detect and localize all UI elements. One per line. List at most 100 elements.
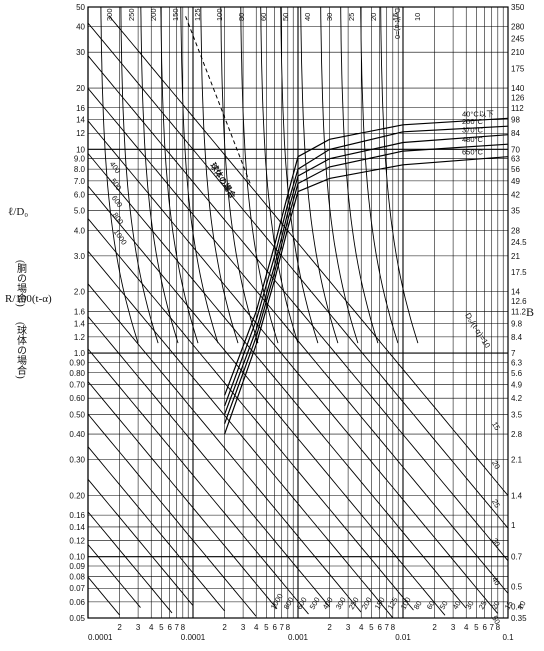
right-tick-label: 9.8 [511,319,523,328]
right-tick-label: 4.9 [511,381,523,390]
y-tick-label: 0.12 [69,537,85,546]
diagonal-line [87,381,278,610]
diagonal-line [87,153,467,609]
y-axis-title-line-1: ℓ/D₀ [8,206,28,218]
diagonal-line [87,544,141,608]
temperature-label: 40°C以下 [462,109,494,118]
right-tick-label: 11.2 [511,307,527,316]
top-curve [100,6,139,344]
y-tick-label: 0.80 [69,369,85,378]
right-tick-label: 112 [511,104,524,113]
right-tick-label: 210 [511,48,525,57]
y-tick-label: 9.0 [74,155,86,164]
right-tick-label: 2.8 [511,430,523,439]
plot-curves [87,6,509,618]
y-axis-title-line-4: (球体の場合) [15,322,27,379]
sphere-dashed-line [185,16,251,184]
x-minor-tick-label: 7 [385,623,390,632]
temperature-curve [224,143,509,424]
y-tick-label: 10 [76,145,85,154]
bottom-curve-label: 30 [464,599,476,611]
top-curve-label: 300 [105,8,114,21]
top-curve-label: 150 [171,8,180,21]
bottom-curve-label: 500 [308,596,322,611]
bottom-curve-label: 1000 [269,592,285,611]
right-tick-label: 35 [511,207,520,216]
diagonal-line [87,348,309,615]
diagonal-line [87,413,257,617]
right-tick-label: 21 [511,252,520,261]
diagonal-line [87,22,509,529]
right-family-label: D₀/(t-α)=10 [463,311,492,350]
right-tick-label: 56 [511,165,520,174]
plot-frame [87,6,509,619]
top-curve [320,6,359,344]
y-tick-label: 40 [76,23,85,32]
top-curve [360,6,399,344]
right-tick-label: 98 [511,116,520,125]
right-tick-label: 8.4 [511,333,523,342]
top-curve-label: 100 [215,8,224,21]
bottom-curve-label: 15 [503,599,515,611]
top-curve [120,6,159,344]
top-curve-label: 200 [149,8,158,21]
bottom-curve-label: 600 [295,596,309,611]
right-tick-label: 0.35 [511,614,527,623]
diagonal-line [87,88,509,594]
y-tick-label: 3.0 [74,252,86,261]
top-curve-label: 125 [193,8,202,21]
left-curve-label: 500 [109,177,124,192]
x-minor-tick-label: 4 [254,623,259,632]
x-minor-tick-label: 3 [136,623,141,632]
x-minor-tick-label: 5 [159,623,164,632]
right-curve-label: 15 [490,420,502,432]
x-minor-tick-label: 2 [327,623,332,632]
top-curve [300,6,339,344]
y-tick-label: 1.6 [74,307,86,316]
bottom-curve-label: 50 [438,599,450,611]
bottom-curve-label: 20 [490,599,502,611]
right-tick-label: 2.1 [511,456,523,465]
x-minor-tick-label: 8 [181,623,186,632]
right-tick-label: 12.6 [511,297,527,306]
y-tick-label: 2.0 [74,288,86,297]
right-tick-label: 3.5 [511,410,523,419]
temperature-label: 650°C [462,148,484,157]
right-tick-label: 350 [511,3,525,12]
top-curve-label: 50 [281,13,290,21]
x-minor-tick-label: 2 [117,623,122,632]
right-tick-label: 0.7 [511,553,523,562]
diagonal-line [87,120,498,614]
x-minor-tick-label: 3 [241,623,246,632]
diagonal-line [87,316,330,608]
top-curve [280,6,319,344]
x-minor-tick-label: 3 [451,623,456,632]
right-tick-label: 24.5 [511,238,527,247]
bottom-curve-label: 60 [425,599,437,611]
diagonal-line [87,479,194,606]
right-tick-label: 1 [511,521,516,530]
bottom-curve-label: 100 [399,596,413,611]
right-tick-label: 126 [511,93,525,102]
y-tick-label: 0.14 [69,523,85,532]
temperature-label: 200°C [462,117,484,126]
right-tick-label: 70 [511,145,520,154]
x-minor-tick-label: 3 [346,623,351,632]
y-tick-label: 0.20 [69,491,85,500]
y-tick-label: 0.08 [69,572,85,581]
x-tick-label: 0.01 [395,633,411,642]
right-curve-label: 50 [490,614,502,626]
x-minor-tick-label: 7 [175,623,180,632]
diagonal-line [87,511,173,614]
x-minor-tick-label: 8 [391,623,396,632]
x-minor-tick-label: 5 [264,623,269,632]
temperature-curve [224,117,509,396]
curve-family-label: D₀/(t-α)=0 [393,8,400,39]
right-tick-label: 280 [511,23,525,32]
top-curve [180,6,219,344]
y-tick-label: 1.4 [74,319,86,328]
bottom-curve-label: 25 [477,599,489,611]
right-tick-label: 14 [511,288,520,297]
top-curve [220,6,259,344]
top-curve-label: 40 [303,13,312,21]
